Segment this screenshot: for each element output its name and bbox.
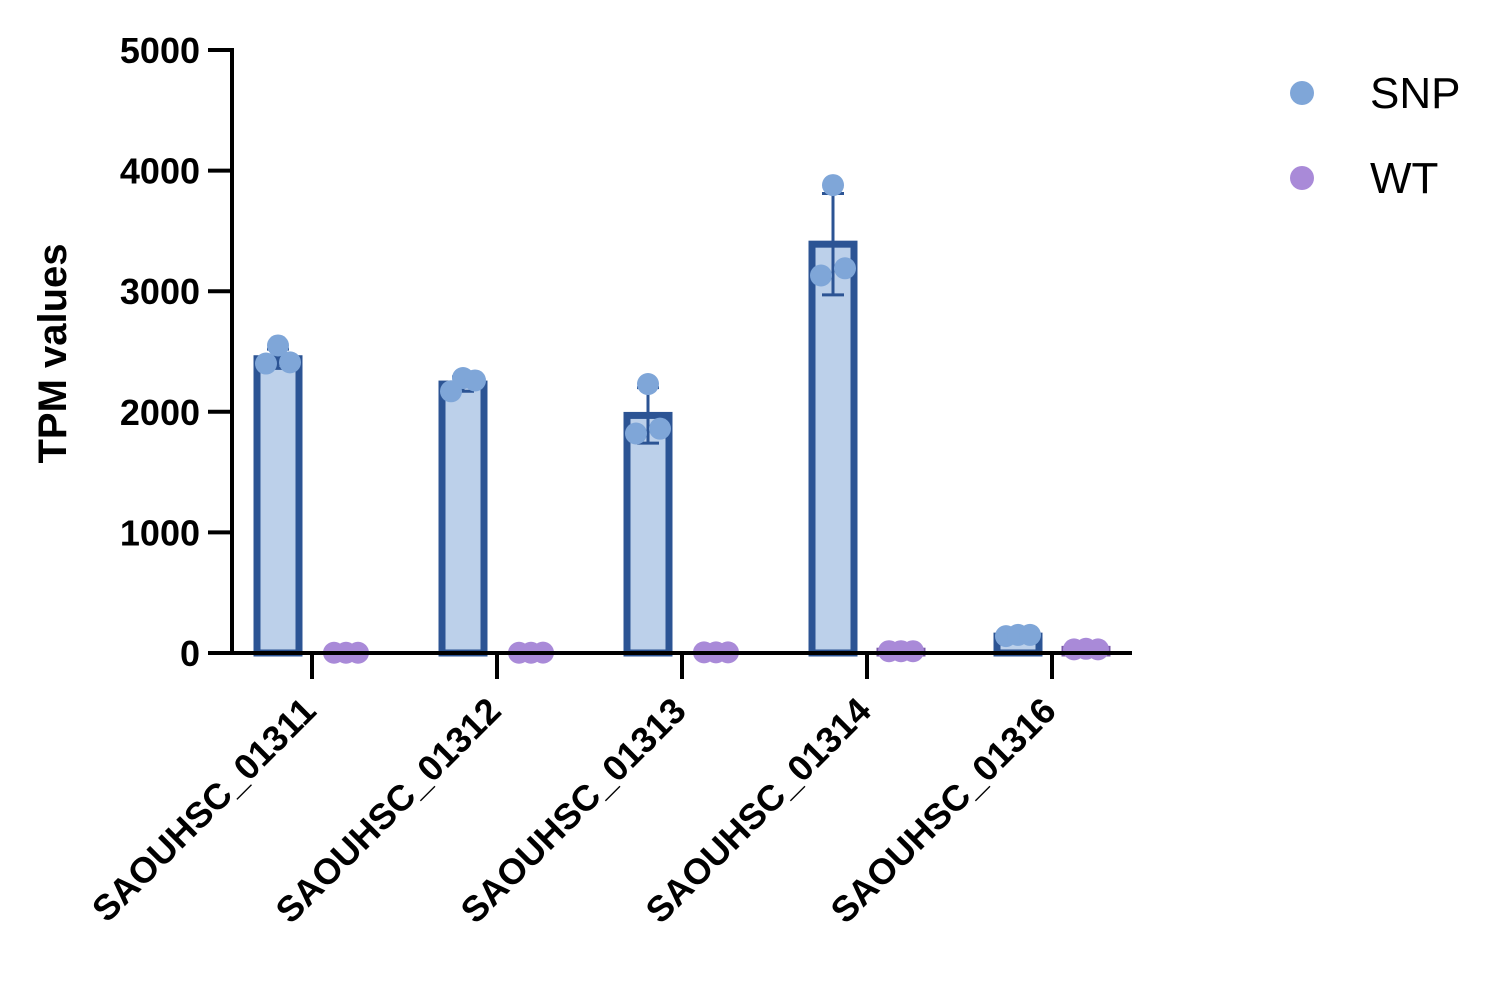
- bar-snp-2: [623, 411, 673, 657]
- y-tick-label-3: 3000: [120, 271, 200, 312]
- plot-area: [253, 174, 1111, 664]
- bar-snp-1: [438, 380, 488, 657]
- legend-marker-snp: [1290, 81, 1314, 105]
- legend: SNP WT: [1290, 69, 1460, 203]
- data-point-snp-4-2: [1019, 623, 1041, 646]
- data-point-wt-4-2: [1087, 638, 1109, 661]
- data-point-snp-0-1: [267, 334, 289, 357]
- legend-label-wt: WT: [1370, 154, 1438, 203]
- data-point-snp-3-1: [822, 174, 844, 197]
- data-point-snp-2-0: [625, 422, 647, 445]
- y-tick-label-4: 4000: [120, 151, 200, 192]
- data-point-snp-0-2: [279, 351, 301, 374]
- bar-snp-3: [808, 240, 858, 657]
- data-point-snp-1-2: [464, 369, 486, 392]
- y-axis-label: TPM values: [31, 243, 75, 463]
- axes: SAOUHSC_01311SAOUHSC_01312SAOUHSC_01313S…: [31, 30, 1132, 931]
- bar-snp-0: [253, 355, 303, 657]
- data-point-snp-3-2: [834, 257, 856, 280]
- data-point-snp-0-0: [255, 352, 277, 375]
- data-point-snp-2-1: [637, 373, 659, 396]
- legend-marker-wt: [1290, 166, 1314, 190]
- data-point-snp-3-0: [810, 264, 832, 287]
- y-tick-label-0: 0: [180, 633, 200, 674]
- data-point-snp-2-2: [649, 417, 671, 440]
- y-tick-label-2: 2000: [120, 392, 200, 433]
- legend-label-snp: SNP: [1370, 69, 1460, 118]
- y-tick-label-1: 1000: [120, 512, 200, 553]
- y-tick-label-5: 5000: [120, 30, 200, 71]
